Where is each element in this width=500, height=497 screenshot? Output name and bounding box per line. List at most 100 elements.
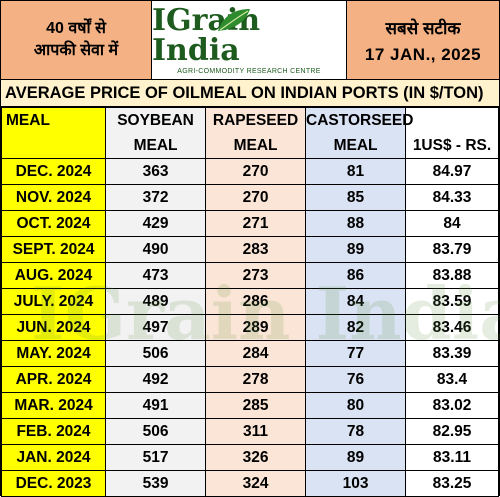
soybean-cell: 473 [105, 262, 207, 289]
usd-rate-cell: 83.25 [405, 470, 499, 497]
soybean-cell: 506 [105, 340, 207, 367]
castorseed-cell: 80 [305, 392, 407, 419]
soybean-cell: 491 [105, 392, 207, 419]
usd-rate-cell: 83.11 [405, 444, 499, 471]
table-row: JUN. 2024 497 289 82 83.46 [0, 314, 499, 341]
castorseed-cell: 84 [305, 288, 407, 315]
soybean-cell: 490 [105, 236, 207, 263]
rapeseed-cell: 270 [205, 184, 307, 211]
table-row: JAN. 2024 517 326 89 83.11 [0, 444, 499, 471]
month-cell: FEB. 2024 [0, 418, 107, 445]
tagline-line1: 40 वर्षों से [46, 20, 106, 37]
month-cell: MAY. 2024 [0, 340, 107, 367]
usd-rate-cell: 82.95 [405, 418, 499, 445]
soybean-cell: 489 [105, 288, 207, 315]
soybean-cell: 429 [105, 210, 207, 237]
column-header-usd: 1US$ - RS. [405, 133, 499, 159]
column-header-meal-blank [0, 133, 107, 159]
usd-rate-cell: 83.79 [405, 236, 499, 263]
logo-subtitle: AGRI-COMMODITY RESEARCH CENTRE [177, 67, 321, 75]
castorseed-cell: 88 [305, 210, 407, 237]
column-header-soybean: SOYBEAN [105, 107, 207, 133]
month-cell: NOV. 2024 [0, 184, 107, 211]
castorseed-cell: 82 [305, 314, 407, 341]
castorseed-cell: 77 [305, 340, 407, 367]
soybean-cell: 517 [105, 444, 207, 471]
table-title: AVERAGE PRICE OF OILMEAL ON INDIAN PORTS… [1, 80, 499, 107]
rapeseed-cell: 278 [205, 366, 307, 393]
table-row: APR. 2024 492 278 76 83.4 [0, 366, 499, 393]
month-cell: SEPT. 2024 [0, 236, 107, 263]
soybean-cell: 372 [105, 184, 207, 211]
month-cell: MAR. 2024 [0, 392, 107, 419]
table-row: DEC. 2024 363 270 81 84.97 [0, 158, 499, 185]
usd-rate-cell: 84.33 [405, 184, 499, 211]
price-table: MEAL SOYBEAN RAPESEED CASTORSEED MEAL ME… [0, 107, 499, 497]
header-row-2: MEAL MEAL MEAL 1US$ - RS. [0, 133, 499, 159]
usd-rate-cell: 83.39 [405, 340, 499, 367]
table-row: NOV. 2024 372 270 85 84.33 [0, 184, 499, 211]
rapeseed-cell: 285 [205, 392, 307, 419]
column-header-castorseed: CASTORSEED [305, 107, 413, 133]
castorseed-cell: 86 [305, 262, 407, 289]
date-box: सबसे सटीक 17 JAN., 2025 [347, 1, 499, 79]
table-row: MAR. 2024 491 285 80 83.02 [0, 392, 499, 419]
usd-rate-cell: 84 [405, 210, 499, 237]
rapeseed-cell: 271 [205, 210, 307, 237]
usd-rate-cell: 83.4 [405, 366, 499, 393]
castorseed-cell: 89 [305, 444, 407, 471]
rapeseed-cell: 286 [205, 288, 307, 315]
header-row-1: MEAL SOYBEAN RAPESEED CASTORSEED [0, 107, 499, 133]
column-header-soybean-meal: MEAL [105, 133, 207, 159]
rapeseed-cell: 270 [205, 158, 307, 185]
table-row: AUG. 2024 473 273 86 83.88 [0, 262, 499, 289]
column-header-meal: MEAL [0, 107, 107, 133]
month-cell: JULY. 2024 [0, 288, 107, 315]
table-row: FEB. 2024 506 311 78 82.95 [0, 418, 499, 445]
castorseed-cell: 81 [305, 158, 407, 185]
leaf-icon [218, 9, 250, 31]
rapeseed-cell: 324 [205, 470, 307, 497]
header: 40 वर्षों से आपकी सेवा में IGrain India … [1, 1, 499, 80]
accuracy-label: सबसे सटीक [385, 18, 461, 38]
table-row: JULY. 2024 489 286 84 83.59 [0, 288, 499, 315]
usd-rate-cell: 83.59 [405, 288, 499, 315]
castorseed-cell: 103 [305, 470, 407, 497]
table-body: DEC. 2024 363 270 81 84.97 NOV. 2024 372 270 85 8… [0, 158, 499, 497]
castorseed-cell: 78 [305, 418, 407, 445]
month-cell: APR. 2024 [0, 366, 107, 393]
soybean-cell: 497 [105, 314, 207, 341]
tagline-box: 40 वर्षों से आपकी सेवा में [1, 1, 151, 79]
table-row: SEPT. 2024 490 283 89 83.79 [0, 236, 499, 263]
report-date: 17 JAN., 2025 [364, 44, 482, 64]
rapeseed-cell: 284 [205, 340, 307, 367]
column-header-usd-blank [405, 107, 499, 133]
rapeseed-cell: 283 [205, 236, 307, 263]
table-row: MAY. 2024 506 284 77 83.39 [0, 340, 499, 367]
month-cell: JUN. 2024 [0, 314, 107, 341]
table-row: DEC. 2023 539 324 103 83.25 [0, 470, 499, 497]
soybean-cell: 539 [105, 470, 207, 497]
month-cell: DEC. 2023 [0, 470, 107, 497]
castorseed-cell: 76 [305, 366, 407, 393]
rapeseed-cell: 273 [205, 262, 307, 289]
rapeseed-cell: 289 [205, 314, 307, 341]
month-cell: DEC. 2024 [0, 158, 107, 185]
usd-rate-cell: 83.88 [405, 262, 499, 289]
usd-rate-cell: 83.46 [405, 314, 499, 341]
usd-rate-cell: 83.02 [405, 392, 499, 419]
logo: IGrain India AGRI-COMMODITY RESEARCH CEN… [151, 1, 347, 79]
column-header-castorseed-meal: MEAL [305, 133, 407, 159]
table-row: OCT. 2024 429 271 88 84 [0, 210, 499, 237]
soybean-cell: 492 [105, 366, 207, 393]
tagline-line2: आपकी सेवा में [33, 42, 119, 59]
column-header-rapeseed: RAPESEED [205, 107, 307, 133]
rapeseed-cell: 326 [205, 444, 307, 471]
month-cell: OCT. 2024 [0, 210, 107, 237]
soybean-cell: 506 [105, 418, 207, 445]
rapeseed-cell: 311 [205, 418, 307, 445]
column-header-rapeseed-meal: MEAL [205, 133, 307, 159]
soybean-cell: 363 [105, 158, 207, 185]
month-cell: AUG. 2024 [0, 262, 107, 289]
